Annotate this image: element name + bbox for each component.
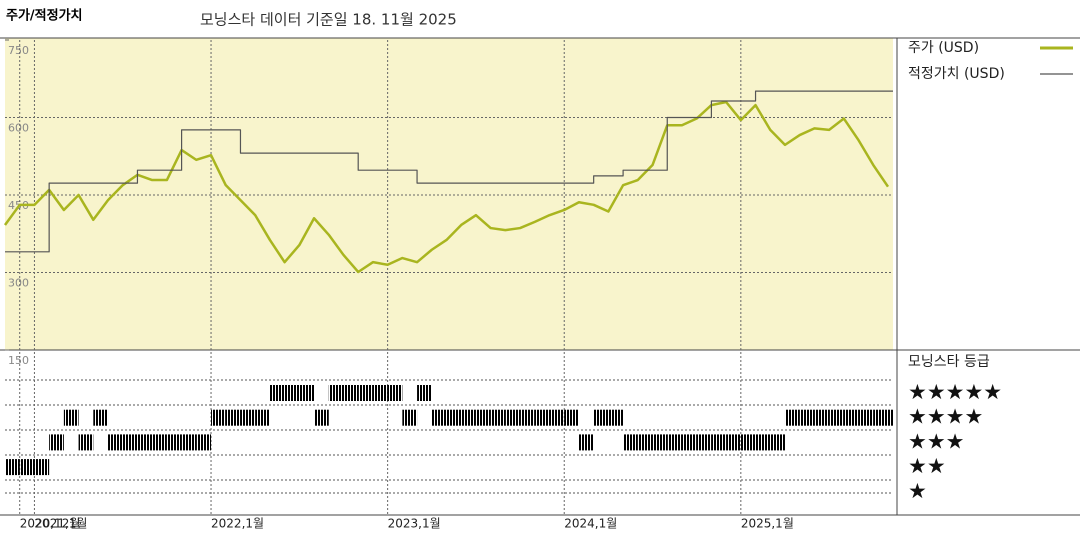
rating-bar — [637, 434, 653, 451]
rating-bar — [740, 434, 756, 451]
rating-bar — [520, 409, 535, 426]
rating-bar — [696, 434, 712, 451]
rating-bar — [431, 409, 447, 426]
rating-bar — [181, 434, 197, 451]
rating-bar — [284, 385, 300, 401]
rating-label: ★★★ — [908, 429, 964, 453]
rating-bar — [578, 434, 594, 451]
rating-bar — [78, 434, 94, 451]
chart-subtitle: 모닝스타 데이터 기준일 18. 11월 2025 — [200, 11, 457, 29]
y-tick-label: 300 — [8, 277, 29, 290]
series-line — [3, 100, 890, 274]
rating-bar — [784, 409, 800, 426]
rating-bar — [799, 409, 815, 426]
x-tick-label: 2021,1월 — [34, 517, 87, 531]
rating-bar — [240, 409, 256, 426]
rating-bar — [461, 409, 476, 426]
y-tick-label: 750 — [8, 44, 29, 57]
rating-bar — [328, 385, 344, 401]
rating-bar — [343, 385, 359, 401]
rating-bar — [49, 434, 64, 451]
x-tick-label: 2022,1월 — [211, 517, 264, 531]
plot-area — [5, 38, 893, 350]
rating-bar — [255, 409, 270, 426]
rating-bar — [446, 409, 462, 426]
rating-bar — [829, 409, 844, 426]
rating-bar — [387, 385, 403, 401]
rating-label: ★★★★★ — [908, 380, 1002, 404]
rating-bar — [564, 409, 579, 426]
rating-bar — [593, 409, 609, 426]
rating-bar — [417, 385, 432, 401]
rating-bar — [873, 409, 888, 426]
rating-bar — [858, 409, 874, 426]
rating-bar — [549, 409, 565, 426]
rating-bar — [770, 434, 785, 451]
rating-bar — [211, 409, 226, 426]
legend-label: 주가 (USD) — [908, 40, 979, 56]
rating-bar — [490, 409, 506, 426]
rating-bar — [196, 434, 212, 451]
rating-bar — [5, 459, 20, 476]
chart-title: 주가/적정가치 — [6, 8, 83, 24]
y-tick-label: 600 — [8, 122, 29, 135]
rating-rows — [5, 379, 893, 494]
rating-bar — [108, 434, 123, 451]
rating-bar — [608, 409, 624, 426]
rating-bar — [166, 434, 182, 451]
rating-title: 모닝스타 등급 — [908, 354, 990, 370]
rating-bar — [34, 459, 50, 476]
rating-bar — [726, 434, 741, 451]
rating-bar — [358, 385, 373, 401]
rating-bar — [623, 434, 638, 451]
rating-bar — [402, 409, 418, 426]
rating-bar — [667, 434, 682, 451]
rating-bar — [814, 409, 830, 426]
rating-bar — [505, 409, 521, 426]
rating-bar — [225, 409, 241, 426]
x-tick-label: 2025,1월 — [741, 517, 794, 531]
x-tick-label: 2024,1월 — [564, 517, 617, 531]
y-tick-label: 150 — [8, 354, 29, 367]
rating-label: ★★ — [908, 454, 946, 478]
rating-bar — [652, 434, 668, 451]
rating-bar — [122, 434, 138, 451]
rating-bar — [137, 434, 153, 451]
rating-bar — [711, 434, 727, 451]
rating-bar — [314, 409, 329, 426]
rating-bar — [152, 434, 167, 451]
rating-bar — [19, 459, 35, 476]
series-line — [5, 90, 893, 253]
rating-bar — [755, 434, 771, 451]
rating-bar — [93, 409, 109, 426]
rating-label: ★★★★ — [908, 405, 983, 429]
rating-bar — [888, 409, 893, 426]
x-tick-label: 2020,12월 — [20, 517, 81, 531]
rating-bar — [63, 409, 79, 426]
rating-label: ★ — [908, 479, 927, 503]
rating-bar — [475, 409, 491, 426]
rating-bar — [269, 385, 285, 401]
rating-bar — [681, 434, 697, 451]
legend-label: 적정가치 (USD) — [908, 66, 1005, 82]
rating-bar — [299, 385, 315, 401]
rating-bar — [843, 409, 859, 426]
x-tick-label: 2023,1월 — [388, 517, 441, 531]
rating-bar — [534, 409, 550, 426]
rating-bar — [372, 385, 388, 401]
